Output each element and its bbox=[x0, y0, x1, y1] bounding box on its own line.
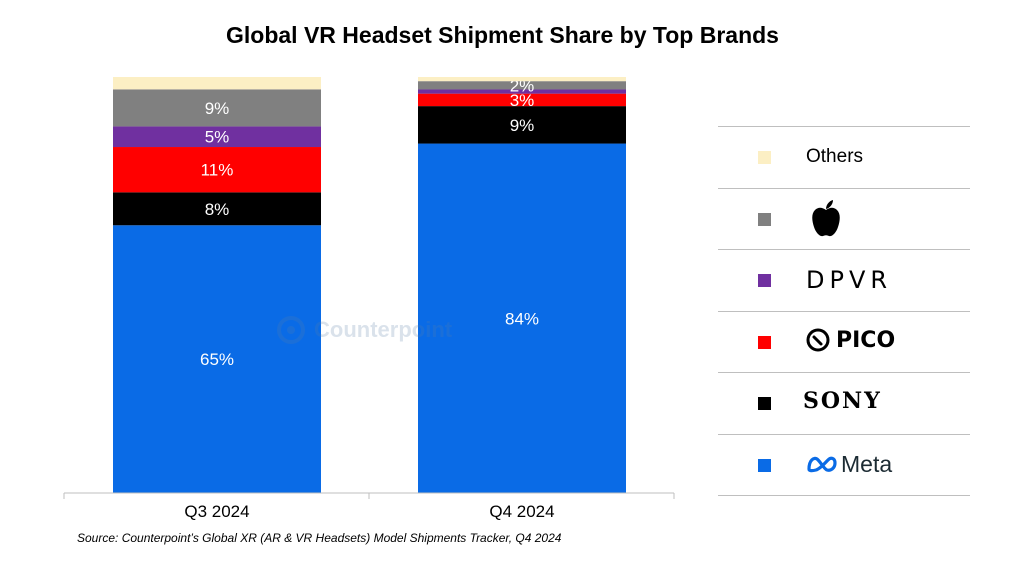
source-note: Source: Counterpoint’s Global XR (AR & V… bbox=[77, 531, 562, 545]
bar-segment-meta-q4-2024 bbox=[418, 143, 626, 493]
data-label-pico-q3-2024: 11% bbox=[201, 161, 234, 180]
data-label-apple-q3-2024: 9% bbox=[205, 99, 230, 118]
bar-segment-meta-q3-2024 bbox=[113, 225, 321, 493]
legend-item-apple bbox=[718, 187, 970, 250]
sony-logo: SONY bbox=[803, 388, 882, 414]
legend-label-others: Others bbox=[806, 146, 864, 167]
data-label-dpvr-q3-2024: 5% bbox=[205, 128, 230, 147]
meta-logo: Meta bbox=[806, 451, 892, 478]
bar-segment-dpvr-q4-2024 bbox=[418, 89, 626, 94]
legend-swatch-meta bbox=[758, 458, 771, 472]
data-label-meta-q4-2024: 84% bbox=[505, 309, 539, 328]
apple-logo-icon bbox=[812, 199, 840, 236]
legend-item-dpvr: DPVR bbox=[718, 249, 970, 311]
legend-item-others: Others bbox=[718, 126, 970, 188]
legend-swatch-apple bbox=[758, 212, 771, 226]
meta-logo-text: Meta bbox=[841, 450, 893, 477]
data-label-pico-q4-2024: 3% bbox=[510, 91, 535, 110]
data-label-sony-q3-2024: 8% bbox=[205, 200, 230, 219]
chart-title: Global VR Headset Shipment Share by Top … bbox=[226, 22, 779, 48]
pico-logo: PICO bbox=[806, 328, 895, 353]
bar-segment-others-q4-2024 bbox=[418, 77, 626, 82]
data-label-meta-q3-2024: 65% bbox=[200, 350, 234, 369]
bar-segment-apple-q4-2024 bbox=[418, 81, 626, 90]
bar-segment-dpvr-q3-2024 bbox=[113, 126, 321, 148]
legend-swatch-pico bbox=[758, 335, 771, 349]
data-label-sony-q4-2024: 9% bbox=[510, 116, 535, 135]
bar-segment-apple-q3-2024 bbox=[113, 89, 321, 127]
legend-item-meta: Meta bbox=[718, 433, 970, 496]
dpvr-logo: DPVR bbox=[806, 266, 893, 294]
legend: Others DPVR PICO SONY Meta bbox=[718, 126, 970, 496]
bar-segment-pico-q4-2024 bbox=[418, 93, 626, 107]
legend-swatch-others bbox=[758, 151, 771, 164]
pico-logo-icon bbox=[806, 328, 830, 352]
legend-swatch-sony bbox=[758, 397, 771, 410]
pico-logo-text: PICO bbox=[836, 327, 896, 353]
x-tick-label: Q3 2024 bbox=[184, 502, 249, 521]
x-tick-label: Q4 2024 bbox=[489, 502, 554, 521]
bar-segment-others-q3-2024 bbox=[113, 77, 321, 90]
legend-swatch-dpvr bbox=[758, 274, 771, 287]
bar-segment-sony-q4-2024 bbox=[418, 106, 626, 144]
meta-logo-icon bbox=[807, 456, 837, 473]
legend-item-pico: PICO bbox=[718, 310, 970, 373]
legend-item-sony: SONY bbox=[718, 372, 970, 434]
bar-segment-pico-q3-2024 bbox=[113, 147, 321, 193]
bar-segment-sony-q3-2024 bbox=[113, 192, 321, 226]
